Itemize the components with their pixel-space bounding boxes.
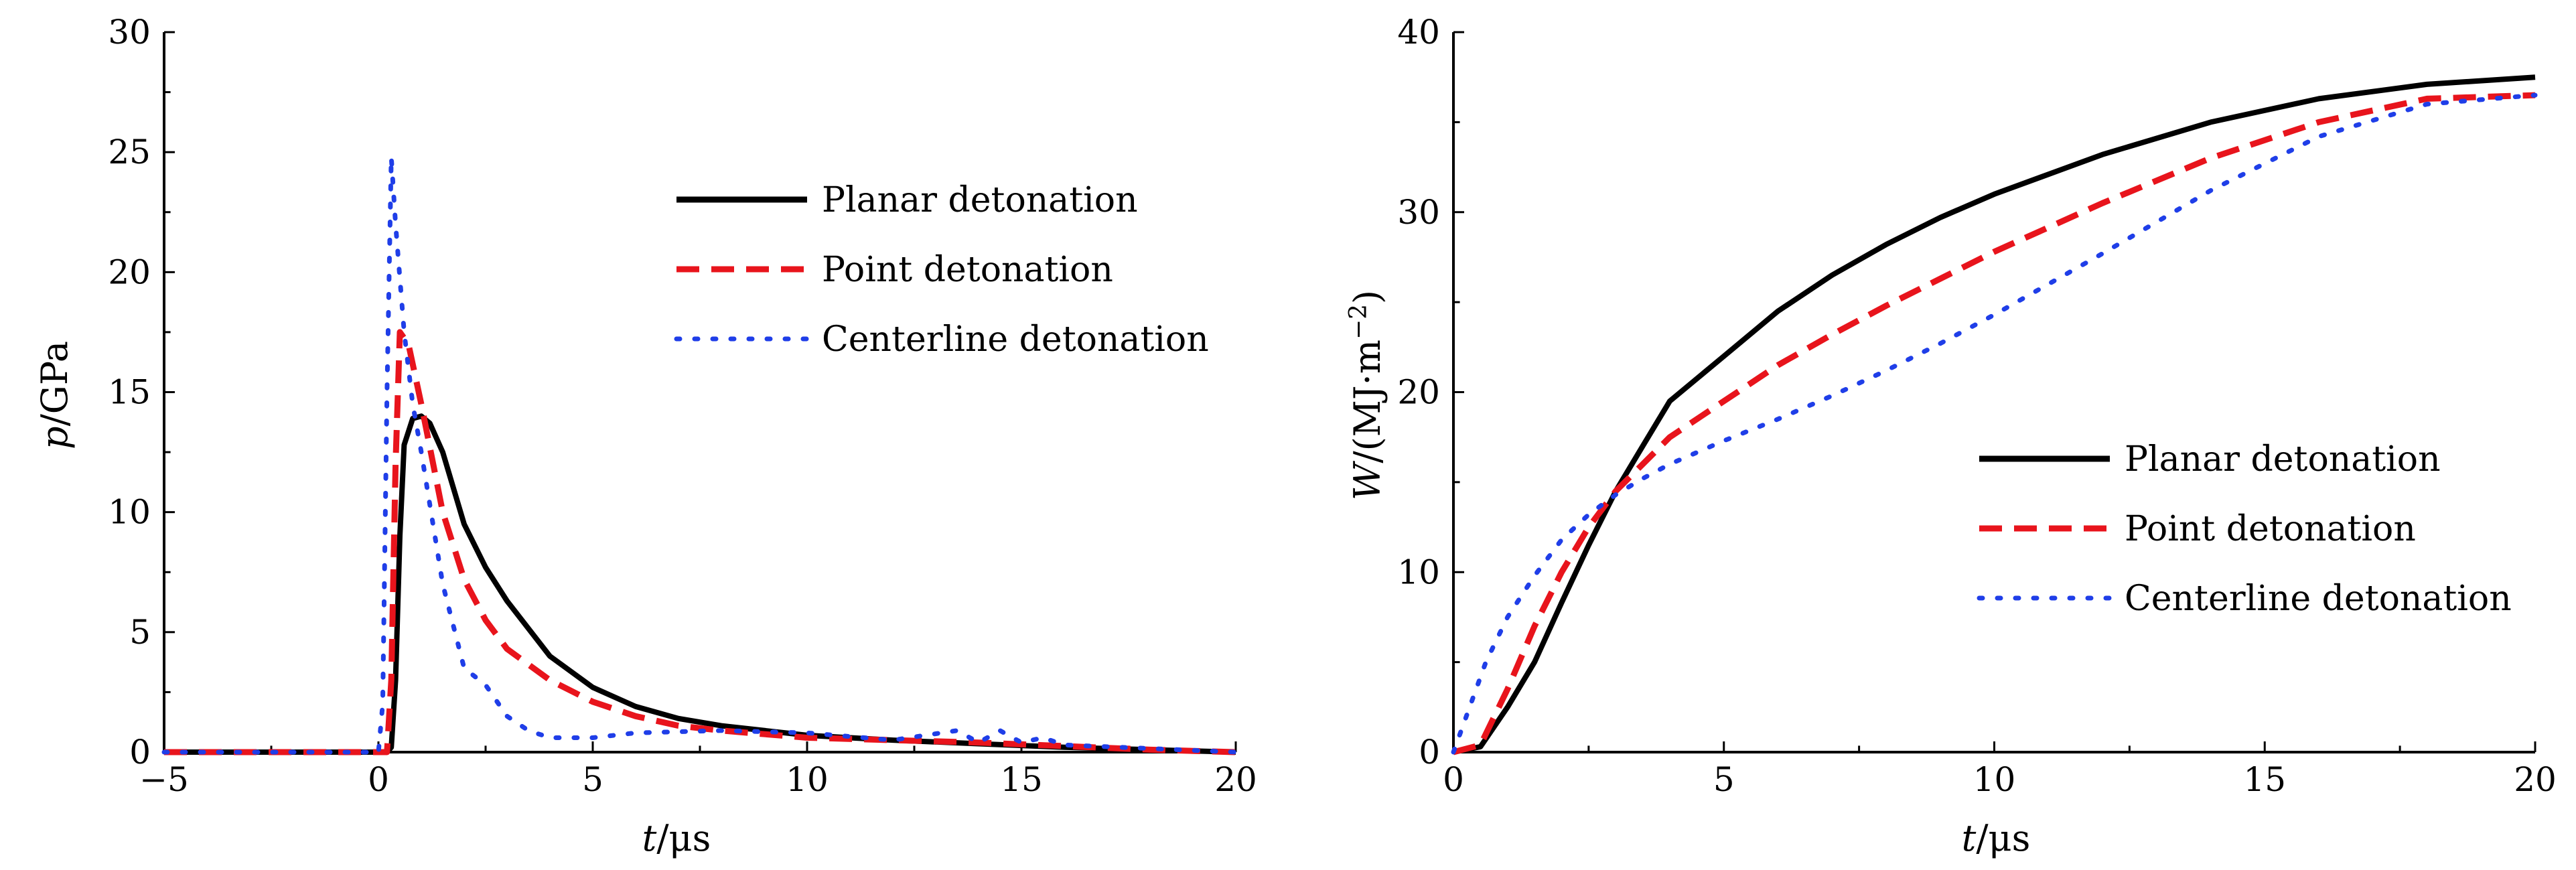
work-series-centerline-detonation — [1451, 92, 2538, 755]
work-y-tick-label: 30 — [1397, 193, 1440, 232]
pressure-chart-ylabel: p/GPa — [33, 341, 76, 449]
work-legend-label-centerline-detonation: Centerline detonation — [2125, 579, 2512, 619]
pressure-legend-label-planar-detonation: Planar detonation — [822, 180, 1138, 220]
work-chart-axes: 0 5 10 15 20 0 10 20 30 40 — [1397, 13, 2556, 799]
pressure-x-tick-label: 5 — [582, 760, 603, 799]
pressure-x-tick-label: −5 — [139, 760, 189, 799]
work-x-tick-label: 10 — [1973, 760, 2016, 799]
work-x-tick-label: 15 — [2243, 760, 2286, 799]
pressure-y-tick-label: 25 — [108, 133, 151, 171]
pressure-y-tick-label: 30 — [108, 13, 151, 52]
pressure-series-planar-detonation — [164, 413, 1236, 755]
pressure-x-tick-label: 20 — [1214, 760, 1257, 799]
work-series-planar-detonation — [1453, 74, 2536, 755]
pressure-x-tick-label: 15 — [1000, 760, 1043, 799]
work-y-tick-label: 0 — [1419, 733, 1440, 772]
pressure-chart-xlabel: t/μs — [642, 817, 711, 859]
pressure-chart-series — [161, 154, 1238, 755]
work-chart-ylabel: W/(MJ·m−2) — [1345, 290, 1388, 500]
pressure-x-tick-label: 0 — [368, 760, 389, 799]
pressure-y-tick-label: 5 — [129, 613, 151, 652]
pressure-x-tick-label: 10 — [786, 760, 829, 799]
work-chart: 0 5 10 15 20 0 10 20 30 40 t/μs W/(MJ·m−2) Planar… — [1345, 13, 2557, 859]
work-legend-label-planar-detonation: Planar detonation — [2125, 439, 2441, 480]
work-chart-legend: Planar detonation Point detonation Centerl… — [1977, 439, 2512, 619]
work-series-point-detonation — [1452, 92, 2536, 755]
pressure-y-tick-label: 10 — [108, 493, 151, 532]
pressure-legend-label-centerline-detonation: Centerline detonation — [822, 319, 1209, 360]
pressure-legend-label-point-detonation: Point detonation — [822, 250, 1113, 290]
work-chart-series — [1451, 74, 2538, 755]
pressure-y-tick-label: 0 — [129, 733, 151, 772]
work-x-tick-label: 5 — [1713, 760, 1735, 799]
pressure-series-point-detonation — [164, 329, 1236, 755]
pressure-y-tick-label: 20 — [108, 252, 151, 291]
pressure-y-tick-label: 15 — [108, 373, 151, 412]
work-y-tick-label: 10 — [1397, 553, 1440, 591]
work-x-tick-label: 20 — [2514, 760, 2557, 799]
work-x-tick-label: 0 — [1443, 760, 1464, 799]
pressure-chart-legend: Planar detonation Point detonation Centerl… — [674, 180, 1209, 360]
work-y-tick-label: 20 — [1397, 373, 1440, 412]
work-chart-xlabel: t/μs — [1962, 817, 2031, 859]
pressure-series-centerline-detonation — [161, 154, 1238, 755]
work-legend-label-point-detonation: Point detonation — [2125, 509, 2416, 549]
work-y-tick-label: 40 — [1397, 13, 1440, 52]
